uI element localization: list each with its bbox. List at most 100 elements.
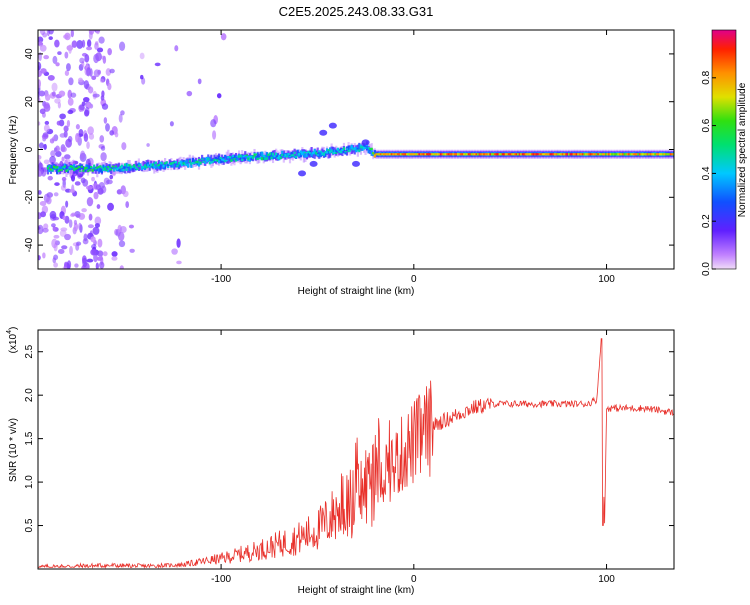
heatmap-ridge-cell: [444, 153, 447, 156]
heatmap-ridge-cell: [264, 157, 267, 161]
heatmap-ridge-cell: [222, 158, 225, 162]
heatmap-ridge-cell: [467, 153, 470, 156]
heatmap-ridge-cell: [509, 153, 512, 156]
heatmap-ridge-cell: [167, 166, 170, 168]
heatmap-ridge-cell: [586, 153, 589, 156]
heatmap-ridge-cell: [73, 168, 76, 172]
heatmap-ridge-cell: [529, 153, 532, 156]
heatmap-ridge-cell: [51, 169, 54, 172]
heatmap-ridge-cell: [651, 153, 654, 156]
heatmap-ridge-cell: [147, 161, 150, 166]
heatmap-ridge-cell: [316, 154, 319, 156]
heatmap-ridge-cell: [48, 169, 51, 173]
heatmap-ridge-cell: [270, 151, 273, 157]
heatmap-ridge-cell: [347, 145, 350, 151]
heatmap-noise-blob: [51, 91, 56, 97]
heatmap-ridge-cell: [76, 167, 79, 170]
heatmap-ridge-cell: [310, 153, 313, 156]
heatmap-ridge-cell: [524, 153, 527, 156]
heatmap-ridge-cell: [361, 145, 364, 149]
heatmap-ridge-cell: [142, 160, 145, 170]
heatmap-ridge-cell: [301, 152, 304, 155]
heatmap-ridge-cell: [62, 166, 65, 169]
heatmap-ridge-cell: [463, 153, 466, 156]
heatmap-ridge-cell: [123, 165, 127, 174]
heatmap-noise-blob: [99, 78, 105, 83]
snr-x-axis: -100 0 100: [211, 330, 615, 585]
heatmap-ridge-cell: [227, 157, 230, 164]
heatmap-ridge-cell: [481, 153, 484, 156]
heatmap-ridge-cell: [278, 155, 281, 159]
heatmap-ridge-cell: [68, 166, 71, 169]
heatmap-ridge-cell: [282, 153, 285, 157]
heatmap-ridge-cell: [381, 153, 384, 156]
heatmap-ridge-cell: [328, 150, 332, 154]
heatmap-ridge-cell: [261, 151, 264, 157]
heatmap-ridge-cell: [63, 165, 66, 168]
heatmap-noise-blob: [39, 30, 46, 36]
spectrogram-y-label: Frequency (Hz): [8, 116, 19, 185]
heatmap-ridge-cell: [399, 153, 403, 156]
heatmap-ridge-cell: [312, 151, 315, 155]
heatmap-ridge-cell: [635, 153, 639, 156]
heatmap-ridge-cell: [313, 149, 316, 153]
heatmap-noise-blob: [44, 93, 51, 101]
heatmap-ridge-cell: [364, 147, 367, 149]
heatmap-ridge-cell: [63, 168, 66, 174]
heatmap-noise-blob: [128, 224, 135, 229]
heatmap-ridge-cell: [106, 164, 110, 173]
heatmap-noise-blob: [50, 160, 56, 165]
heatmap-ridge-cell: [86, 170, 90, 172]
colorbar-label: Normalized spectral amplitude: [737, 82, 748, 217]
heatmap-ridge-cell: [267, 156, 270, 159]
heatmap-ridge-cell: [230, 156, 233, 159]
heatmap-ridge-cell: [341, 149, 344, 154]
heatmap-ridge-cell: [66, 169, 70, 171]
heatmap-ridge-cell: [350, 146, 353, 155]
heatmap-ridge-cell: [191, 157, 194, 163]
heatmap-ridge-cell: [106, 165, 110, 168]
heatmap-ridge-cell: [581, 153, 585, 156]
heatmap-ridge-cell: [120, 168, 124, 172]
heatmap-ridge-cell: [382, 153, 386, 156]
heatmap-ridge-cell: [157, 163, 161, 169]
heatmap-ridge-cell: [530, 153, 534, 156]
heatmap-ridge-cell: [379, 153, 383, 156]
heatmap-ridge-cell: [295, 155, 298, 159]
heatmap-ridge-cell: [336, 147, 339, 151]
heatmap-ridge-cell: [54, 167, 57, 170]
heatmap-ridge-cell: [134, 166, 137, 170]
heatmap-ridge-cell: [225, 159, 228, 162]
heatmap-ridge-cell: [91, 168, 94, 172]
heatmap-noise-blob: [78, 129, 84, 137]
colorbar: 0.0 0.2 0.4 0.6 0.8 Normalized spectral ampl…: [701, 29, 748, 276]
heatmap-ridge-cell: [125, 168, 128, 171]
heatmap-noise-blob: [55, 145, 60, 153]
heatmap-ridge-cell: [227, 156, 230, 159]
heatmap-noise-blob: [57, 248, 65, 255]
heatmap-ridge-cell: [123, 163, 127, 167]
heatmap-ridge-cell: [199, 158, 202, 164]
heatmap-ridge-cell: [140, 166, 144, 168]
heatmap-noise-blob: [47, 175, 53, 181]
heatmap-noise-blob: [38, 121, 41, 126]
heatmap-ridge-cell: [441, 153, 444, 156]
heatmap-ridge-cell: [538, 153, 541, 156]
heatmap-ridge-cell: [241, 159, 244, 162]
heatmap-ridge-cell: [600, 153, 603, 156]
heatmap-ridge-cell: [652, 153, 655, 156]
heatmap-ridge-cell: [358, 143, 361, 149]
heatmap-ridge-cell: [646, 153, 649, 156]
heatmap-ridge-cell: [473, 153, 477, 156]
heatmap-noise-blob: [51, 238, 58, 249]
heatmap-ridge-cell: [119, 166, 122, 172]
heatmap-noise-blob: [119, 225, 127, 234]
heatmap-ridge-cell: [248, 155, 252, 159]
heatmap-noise-blob: [67, 97, 74, 106]
heatmap-ridge-cell: [392, 153, 395, 156]
figure-title: C2E5.2025.243.08.33.G31: [279, 4, 434, 19]
heatmap-ridge-cell: [640, 153, 643, 156]
heatmap-ridge-cell: [436, 153, 440, 156]
heatmap-ridge-cell: [185, 164, 188, 166]
x-tick-label: -100: [211, 574, 231, 585]
